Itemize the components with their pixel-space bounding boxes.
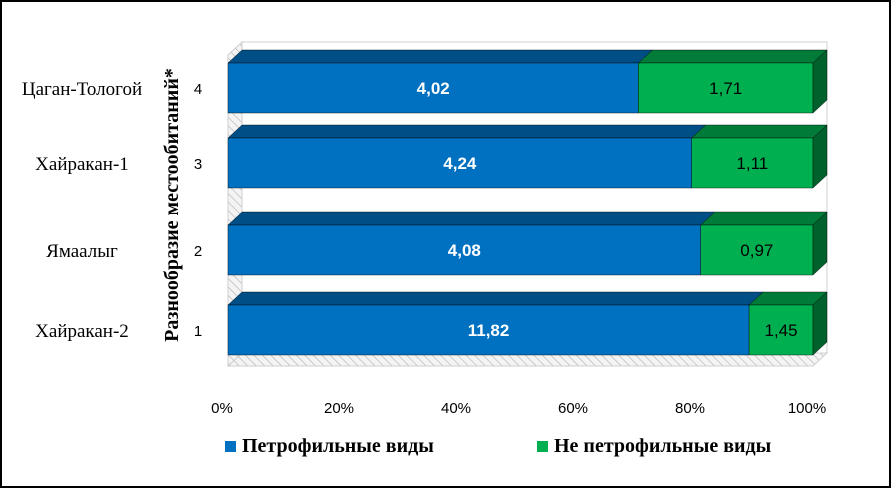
chart-walls bbox=[226, 40, 829, 368]
site-label-4: Цаган-Тологой bbox=[22, 79, 142, 100]
legend-swatch-petrophilous bbox=[225, 441, 236, 452]
category-tick-3: 3 bbox=[194, 156, 202, 173]
bar-petrophilous-4 bbox=[227, 62, 639, 114]
data-label-petrophilous-4: 4,02 bbox=[417, 79, 450, 98]
category-tick-4: 4 bbox=[194, 81, 202, 98]
bar-top-petrophilous-3 bbox=[227, 124, 707, 139]
site-label-3: Хайракан-1 bbox=[35, 154, 129, 175]
data-label-non-petrophilous-4: 1,71 bbox=[709, 79, 742, 98]
bar-non-petrophilous-1 bbox=[748, 304, 814, 356]
legend-label-non-petrophilous: Не петрофильные виды bbox=[554, 435, 772, 457]
bar-side-3 bbox=[812, 124, 828, 189]
bar-top-non-petrophilous-3 bbox=[691, 124, 828, 139]
x-tick-100pct: 100% bbox=[788, 400, 826, 417]
category-labels-group: 1 Хайракан-2 2 Ямаалыг 3 Хайракан-1 4 Цаган-Тол… bbox=[22, 79, 202, 342]
x-tick-80pct: 80% bbox=[675, 400, 705, 417]
bar-top-petrophilous-1 bbox=[227, 291, 764, 306]
bar-petrophilous-3 bbox=[227, 137, 692, 189]
value-labels-group: 11,82 1,45 4,08 0,97 4,24 1,11 4,02 1,71 bbox=[417, 79, 798, 340]
bar-non-petrophilous-4 bbox=[638, 62, 814, 114]
x-tick-labels-group: 0% 20% 40% 60% 80% 100% bbox=[211, 400, 826, 417]
data-label-petrophilous-2: 4,08 bbox=[448, 241, 481, 260]
data-label-non-petrophilous-1: 1,45 bbox=[764, 321, 797, 340]
x-tick-0pct: 0% bbox=[211, 400, 233, 417]
bars-group bbox=[227, 49, 828, 356]
bar-top-petrophilous-2 bbox=[227, 211, 716, 226]
legend: Петрофильные виды Не петрофильные виды bbox=[225, 435, 772, 457]
bar-petrophilous-2 bbox=[227, 224, 701, 276]
data-label-non-petrophilous-2: 0,97 bbox=[740, 241, 773, 260]
site-label-1: Хайракан-2 bbox=[35, 321, 129, 342]
bar-top-petrophilous-4 bbox=[227, 49, 653, 64]
y-axis-title: Разнообразие местообитаний* bbox=[161, 68, 183, 342]
category-tick-1: 1 bbox=[194, 323, 202, 340]
bar-top-non-petrophilous-2 bbox=[700, 211, 828, 226]
legend-label-petrophilous: Петрофильные виды bbox=[242, 435, 434, 457]
data-label-petrophilous-3: 4,24 bbox=[443, 154, 477, 173]
x-tick-20pct: 20% bbox=[324, 400, 354, 417]
data-label-petrophilous-1: 11,82 bbox=[468, 321, 510, 340]
bar-petrophilous-1 bbox=[227, 304, 750, 356]
x-tick-40pct: 40% bbox=[441, 400, 471, 417]
x-tick-60pct: 60% bbox=[558, 400, 588, 417]
bar-side-2 bbox=[812, 211, 828, 276]
bar-side-1 bbox=[812, 291, 828, 356]
legend-swatch-non-petrophilous bbox=[537, 441, 548, 452]
bar-non-petrophilous-2 bbox=[700, 224, 814, 276]
data-label-non-petrophilous-3: 1,11 bbox=[736, 154, 768, 173]
bar-side-4 bbox=[812, 49, 828, 114]
bar-non-petrophilous-3 bbox=[691, 137, 814, 189]
bar-top-non-petrophilous-4 bbox=[637, 49, 828, 64]
site-label-2: Ямаалыг bbox=[46, 241, 118, 262]
category-tick-2: 2 bbox=[194, 243, 202, 260]
